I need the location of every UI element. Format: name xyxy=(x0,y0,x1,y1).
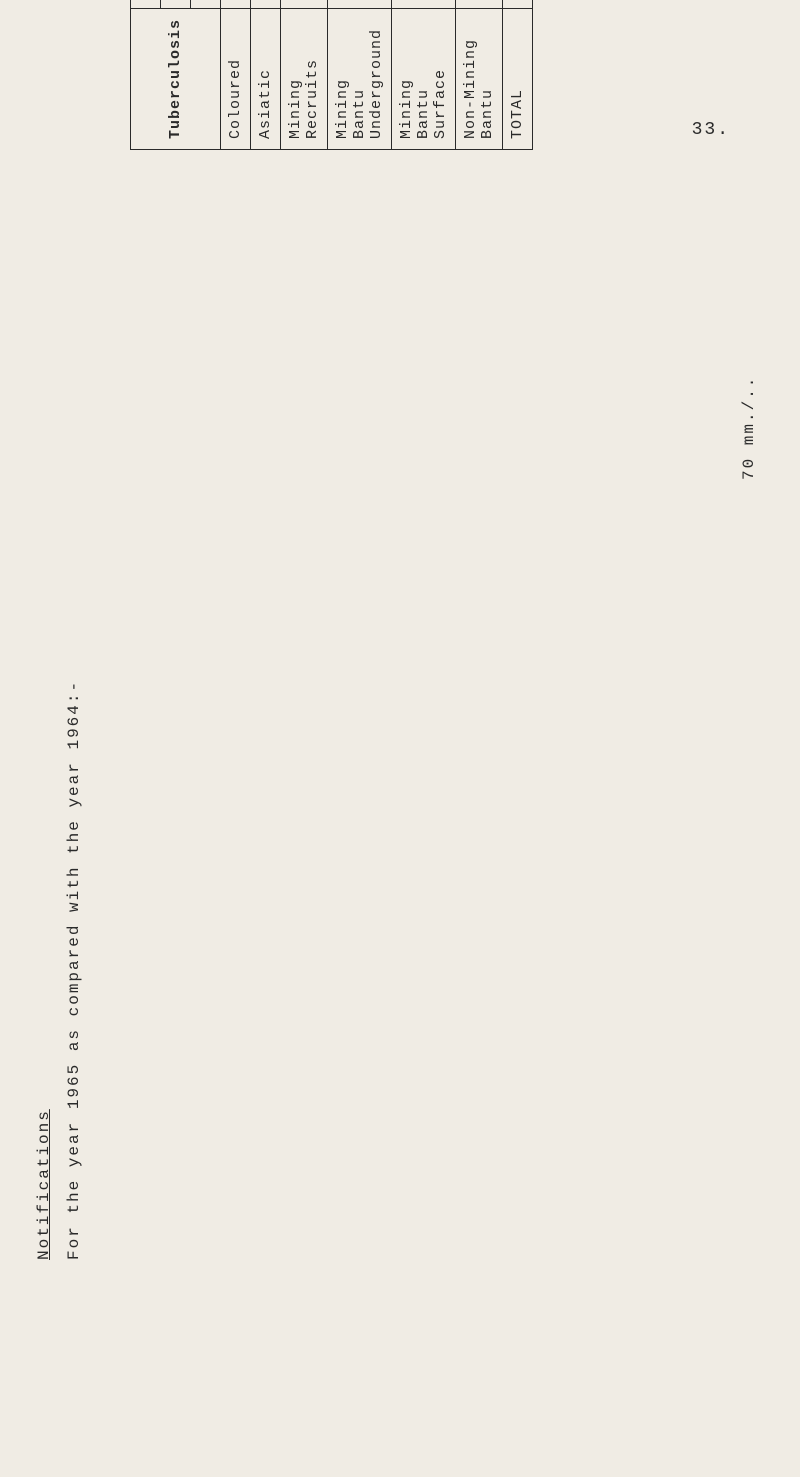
table-row: Coloured24022703310252181314-23213 xyxy=(221,0,251,150)
table-title-cell: Tuberculosis xyxy=(131,8,221,149)
table-row: Mining Recruits------197580--197580 xyxy=(281,0,328,150)
data-cell: 2,517 xyxy=(456,0,503,8)
row-label: Mining Bantu Underground xyxy=(328,8,392,149)
notifications-heading: Notifications xyxy=(35,680,53,1260)
sub-local: Local xyxy=(191,0,221,8)
page: 33. Notifications For the year 1965 as c… xyxy=(0,0,800,1477)
data-cell: - xyxy=(281,0,328,8)
data-cell: 82 xyxy=(328,0,392,8)
table-row: Non-Mining Bantu2,517398155202,6724184,5… xyxy=(456,0,503,150)
data-cell: 240 xyxy=(221,0,251,8)
group-pulmonary-1965: Pulmonary xyxy=(161,0,191,8)
table-row: Asiatic38610-4865376-597 xyxy=(251,0,281,150)
row-label: Mining Bantu Surface xyxy=(392,8,456,149)
table-row: Mining Bantu Surface424--424273--273 xyxy=(392,0,456,150)
page-number: 33. xyxy=(692,120,730,140)
data-cell: 38 xyxy=(251,0,281,8)
data-cell: 42 xyxy=(392,0,456,8)
footnote: 70 mm./.. xyxy=(740,376,758,480)
row-label: Non-Mining Bantu xyxy=(456,8,503,149)
comparison-subtitle: For the year 1965 as compared with the y… xyxy=(65,680,83,1260)
row-label: TOTAL xyxy=(503,8,533,149)
data-cell: 2,919 xyxy=(503,0,533,8)
table-body: Coloured24022703310252181314-23213Asiati… xyxy=(221,0,533,150)
row-label: Mining Recruits xyxy=(281,8,328,149)
tuberculosis-table: Tuberculosis 1965 1964 Pulmonary Other F… xyxy=(130,0,533,150)
row-label: Coloured xyxy=(221,8,251,149)
table-container: Tuberculosis 1965 1964 Pulmonary Other F… xyxy=(130,0,533,150)
year-header-1965: 1965 xyxy=(131,0,161,8)
table-row: Mining Bantu Underground8211--82115917--… xyxy=(328,0,392,150)
row-label: Asiatic xyxy=(251,8,281,149)
table-row: TOTAL2,919441235233,1544645,11694810265,… xyxy=(503,0,533,150)
side-titles: Notifications For the year 1965 as compa… xyxy=(35,680,83,1260)
